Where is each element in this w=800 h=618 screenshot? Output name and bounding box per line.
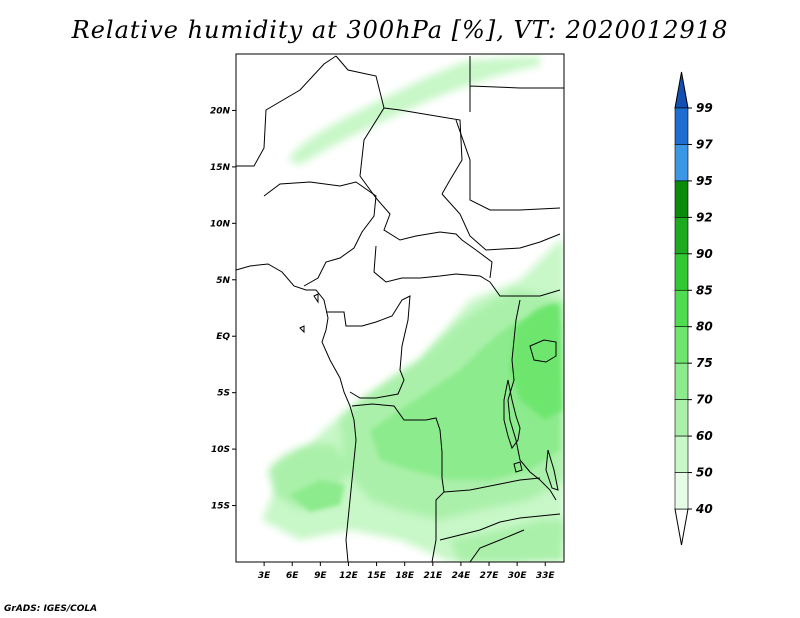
grads-credit: GrADS: IGES/COLA (4, 604, 98, 614)
colorbar-tick-label: 70 (696, 393, 713, 407)
colorbar-tick-label: 92 (696, 210, 713, 224)
y-tick-label: 15N (210, 163, 231, 173)
border-sahara-lines (236, 55, 564, 199)
border-drc-angola (351, 403, 445, 562)
coastline-west-africa (236, 263, 357, 562)
colorbar-tick-label: 75 (696, 356, 713, 370)
y-tick-label: 5N (216, 276, 230, 286)
lake-mweru (513, 461, 523, 473)
colorbar-tick-label: 85 (696, 283, 713, 297)
border-nigeria (263, 181, 377, 287)
lake-victoria (529, 339, 557, 363)
border-car-cameroon (373, 245, 491, 283)
x-tick-label: 33E (536, 571, 556, 581)
y-tick-label: 20N (210, 106, 231, 116)
colorbar-box (674, 107, 689, 145)
x-tick-label: 15E (367, 571, 387, 581)
humid-region-level-80 (510, 303, 562, 420)
colorbar-box (674, 180, 689, 218)
lake-malawi (545, 449, 559, 491)
country-boundaries (236, 55, 564, 562)
x-tick-label: 6E (286, 571, 299, 581)
border-chad-sudan (375, 119, 561, 279)
x-tick-label: 18E (395, 571, 415, 581)
colorbar-box (674, 362, 689, 400)
colorbar-tick-label: 50 (696, 466, 713, 480)
x-tick-label: 30E (508, 571, 528, 581)
colorbar-tick-label: 80 (696, 320, 713, 334)
colorbar-box (674, 217, 689, 255)
x-tick-label: 24E (452, 571, 472, 581)
y-tick-label: 10S (211, 445, 230, 455)
y-tick-label: 5S (217, 389, 230, 399)
x-tick-label: 3E (258, 571, 271, 581)
colorbar: 99 97 95 92 90 85 80 75 70 60 50 40 (674, 71, 713, 546)
colorbar-tick-label: 60 (696, 429, 713, 443)
colorbar-box (674, 472, 689, 510)
colorbar-box (674, 289, 689, 328)
colorbar-box (674, 253, 689, 291)
colorbar-tick-label: 95 (696, 174, 713, 188)
lake-tanganyika (503, 379, 521, 450)
x-tick-label: 21E (423, 571, 443, 581)
y-axis: 20N 15N 10N 5N EQ 5S 10S 15S (210, 106, 236, 512)
colorbar-box (674, 435, 689, 473)
humidity-shading (262, 56, 564, 562)
colorbar-box (674, 326, 689, 364)
colorbar-tick-label: 99 (696, 101, 713, 115)
y-tick-label: EQ (216, 332, 230, 342)
colorbar-box (674, 144, 689, 182)
y-tick-label: 10N (210, 219, 231, 229)
colorbar-tick-label: 40 (695, 502, 713, 516)
colorbar-tick-label: 97 (696, 137, 713, 151)
border-congo (326, 295, 411, 399)
colorbar-top-triangle (674, 71, 689, 109)
x-tick-label: 9E (314, 571, 327, 581)
humid-area-sahara-streak (288, 56, 540, 165)
border-southern (439, 513, 561, 562)
border-east-africa (443, 281, 561, 501)
humid-area-south (450, 520, 564, 562)
map-frame (235, 53, 565, 563)
humid-area-lake-victoria (510, 303, 562, 420)
islands-bioko (299, 293, 319, 334)
y-tick-label: 15S (211, 502, 230, 512)
x-tick-label: 27E (480, 571, 500, 581)
colorbar-bottom-triangle (674, 508, 689, 546)
colorbar-tick-label: 90 (696, 247, 713, 261)
humid-area-angola (290, 480, 345, 512)
x-tick-label: 12E (339, 571, 359, 581)
chart-title: Relative humidity at 300hPa [%], VT: 202… (71, 16, 729, 44)
x-axis: 3E 6E 9E 12E 15E 18E 21E 24E 27E 30E 33E (258, 562, 556, 581)
colorbar-box (674, 399, 689, 437)
